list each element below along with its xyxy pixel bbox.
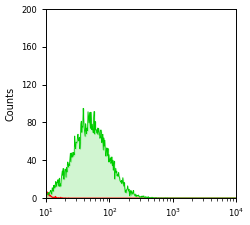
Y-axis label: Counts: Counts: [6, 86, 16, 121]
